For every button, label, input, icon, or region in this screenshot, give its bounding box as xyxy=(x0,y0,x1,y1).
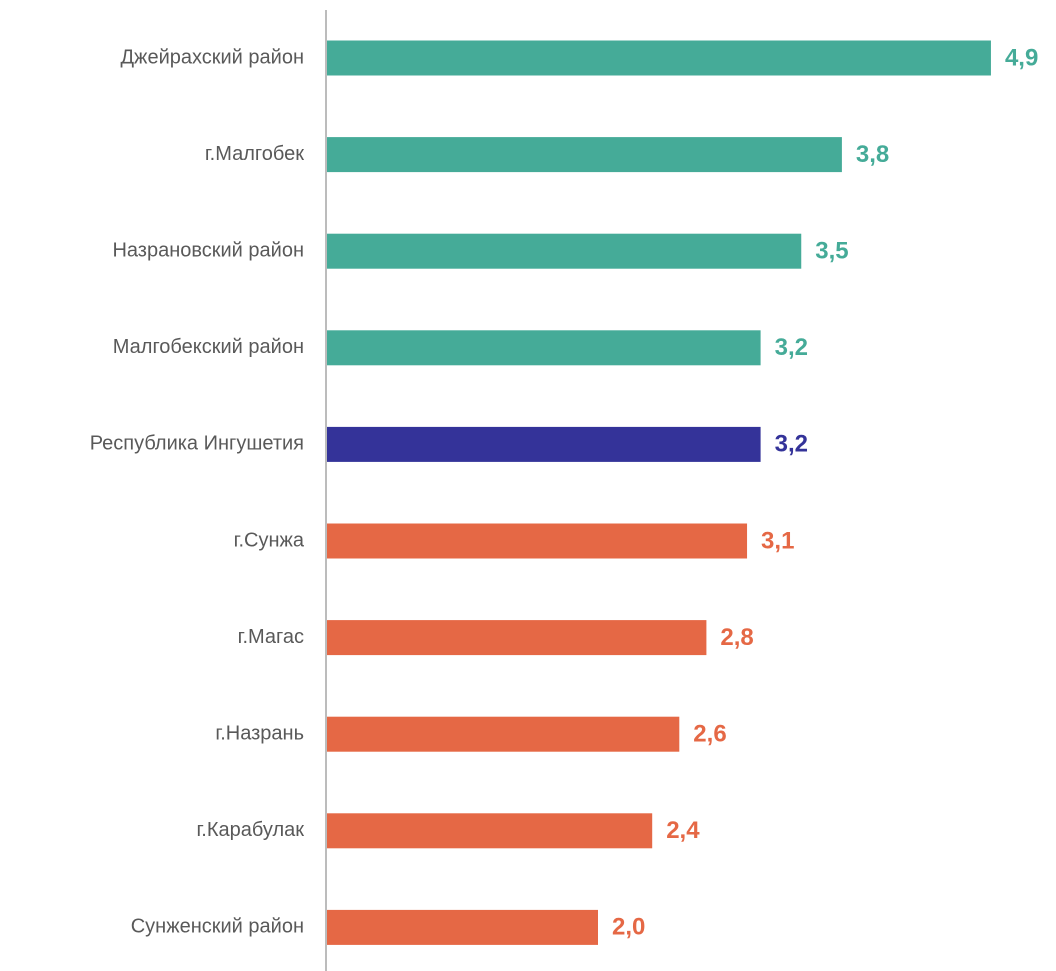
value-label: 3,2 xyxy=(775,334,808,361)
value-label: 3,1 xyxy=(761,527,794,554)
category-label: Малгобекский район xyxy=(113,336,304,358)
value-label: 3,8 xyxy=(856,141,889,168)
category-label: г.Сунжа xyxy=(234,529,305,551)
bar xyxy=(327,909,598,945)
bar xyxy=(327,716,680,752)
category-label: Сунженский район xyxy=(131,916,304,938)
bar xyxy=(327,137,842,173)
bar xyxy=(327,426,761,462)
bar xyxy=(327,40,991,76)
bar xyxy=(327,523,748,559)
bar xyxy=(327,233,802,269)
value-label: 2,4 xyxy=(666,817,700,844)
value-label: 4,9 xyxy=(1005,44,1038,71)
value-label: 2,0 xyxy=(612,914,645,941)
category-label: г.Магас xyxy=(238,626,304,648)
category-label: г.Малгобек xyxy=(205,143,304,165)
value-label: 3,2 xyxy=(775,431,808,458)
bar xyxy=(327,330,761,366)
category-label: Назрановский район xyxy=(112,239,304,261)
bar xyxy=(327,813,653,849)
value-label: 2,6 xyxy=(693,721,726,748)
value-label: 3,5 xyxy=(815,238,848,265)
value-label: 2,8 xyxy=(720,624,753,651)
bar xyxy=(327,620,707,656)
category-label: г.Назрань xyxy=(215,722,304,744)
category-label: г.Карабулак xyxy=(196,819,304,841)
category-label: Республика Ингушетия xyxy=(90,433,304,455)
category-label: Джейрахский район xyxy=(121,46,304,68)
